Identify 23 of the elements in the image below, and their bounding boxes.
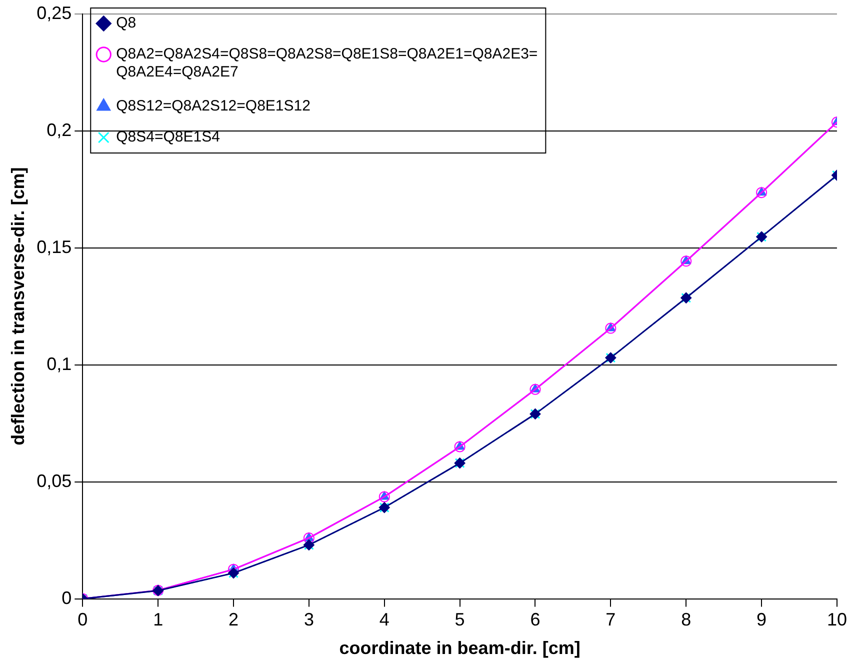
x-tick-label: 9 <box>756 610 767 630</box>
x-tick-label: 10 <box>826 610 848 630</box>
x-tick-label: 8 <box>681 610 692 630</box>
x-tick-label: 3 <box>304 610 314 630</box>
x-tick-label: 4 <box>379 610 390 630</box>
y-tick-label: 0,2 <box>46 120 72 140</box>
x-axis-title: coordinate in beam-dir. [cm] <box>339 638 580 658</box>
legend-label: Q8 <box>116 14 136 32</box>
legend-label: Q8S4=Q8E1S4 <box>116 128 220 146</box>
y-tick-label: 0,25 <box>36 2 72 23</box>
y-axis-title: deflection in transverse-dir. [cm] <box>8 167 28 446</box>
y-tick-label: 0,15 <box>36 236 72 257</box>
y-tick-label: 0 <box>62 588 72 608</box>
legend-label: Q8A2=Q8A2S4=Q8S8=Q8A2S8=Q8E1S8=Q8A2E1=Q8A2E3=Q8A2E4=Q8A2E7 <box>116 46 538 81</box>
legend-label: Q8S12=Q8A2S12=Q8E1S12 <box>116 98 310 115</box>
x-tick-label: 5 <box>454 610 465 630</box>
y-tick-label: 0,05 <box>36 470 72 491</box>
x-tick-label: 2 <box>228 610 239 630</box>
x-tick-label: 6 <box>530 610 540 630</box>
x-tick-label: 1 <box>153 610 164 630</box>
y-tick-label: 0,1 <box>46 354 72 374</box>
x-tick-label: 0 <box>78 610 88 630</box>
x-tick-label: 7 <box>606 610 616 630</box>
